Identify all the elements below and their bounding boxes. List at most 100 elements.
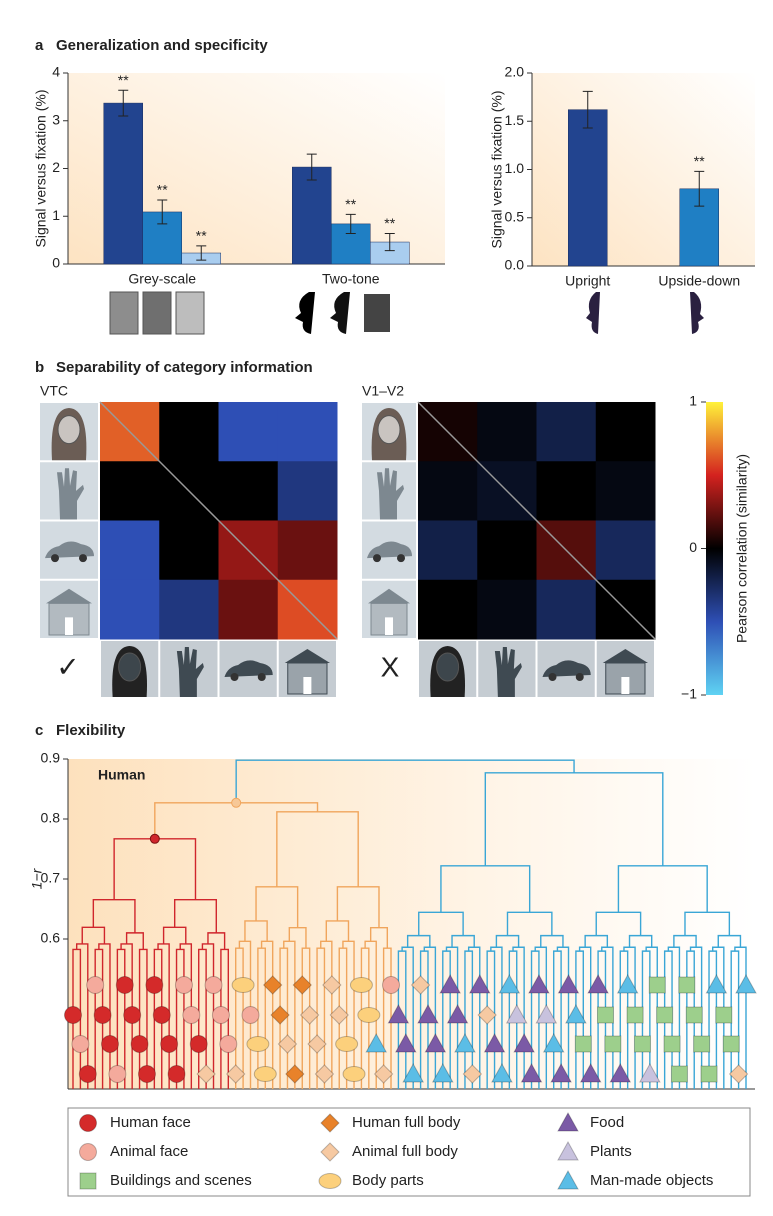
- y-tick-label: 0.8: [41, 810, 61, 826]
- leaf-marker: [373, 1064, 394, 1084]
- heatmap-cell: [477, 520, 537, 581]
- leaf-marker: [693, 1035, 711, 1053]
- branch: [138, 948, 148, 1089]
- car: [45, 541, 94, 559]
- branch: [288, 927, 307, 949]
- heatmap-cell: [100, 579, 160, 640]
- error-bar: [196, 245, 207, 261]
- heatmap-cell: [477, 579, 537, 640]
- verdict: X: [381, 651, 400, 682]
- y-tick-label: 1: [689, 393, 697, 409]
- wheel: [548, 673, 557, 681]
- error-bar: [384, 232, 395, 252]
- icon-house: [596, 641, 654, 697]
- leaf-marker: [182, 1006, 201, 1024]
- leaf-marker: [246, 1036, 270, 1052]
- x-tick-label: Grey-scale: [128, 271, 196, 287]
- leaf-marker: [387, 1003, 410, 1024]
- heatmap-cell: [595, 520, 656, 581]
- heatmap-cell: [159, 520, 219, 581]
- leaf-marker: [735, 973, 757, 994]
- leaf-marker: [335, 1036, 359, 1052]
- leaf-marker: [663, 1035, 681, 1053]
- head: [57, 415, 81, 445]
- leaf-marker: [299, 1005, 320, 1025]
- heatmap-cell: [536, 579, 597, 640]
- y-tick-label: 0.5: [505, 208, 525, 224]
- bar: [292, 166, 332, 265]
- y-axis-label: Signal versus fixation (%): [489, 91, 505, 249]
- leaf-marker: [670, 1065, 688, 1083]
- legend-marker: [557, 1169, 579, 1190]
- y-axis-label: 1−r: [29, 867, 45, 889]
- legend-marker: [79, 1114, 97, 1132]
- leaf-marker: [285, 1064, 305, 1084]
- wheel: [575, 673, 584, 681]
- leaf-marker: [609, 1062, 632, 1083]
- leaf-marker: [491, 1062, 513, 1083]
- branch: [283, 940, 296, 1089]
- leaf-marker: [596, 1006, 614, 1024]
- error-bar: [118, 89, 129, 117]
- legend-label: Human full body: [352, 1114, 461, 1131]
- y-tick-label: 4: [52, 64, 60, 80]
- icon-car: [40, 521, 98, 579]
- leaf-marker: [342, 1066, 366, 1082]
- heatmap-cell: [595, 402, 656, 462]
- leaf-marker: [685, 1006, 703, 1024]
- significance-label: **: [118, 72, 129, 88]
- leaf-marker: [616, 973, 639, 994]
- icon-face: [40, 403, 98, 461]
- branch: [467, 946, 481, 1089]
- leaf-marker: [626, 1006, 644, 1024]
- icon-hand: [362, 462, 416, 520]
- leaf-marker: [349, 977, 373, 993]
- thumbnail: [109, 291, 139, 335]
- y-tick-label: 2.0: [505, 64, 525, 80]
- panel-title: Generalization and specificity: [56, 37, 268, 54]
- heatmap-cell: [277, 402, 338, 462]
- panel-label: b: [35, 359, 44, 376]
- y-tick-label: −1: [681, 686, 697, 702]
- leaf-marker: [160, 1035, 179, 1053]
- heatmap-cell: [418, 461, 478, 521]
- leaf-marker: [468, 973, 491, 994]
- leaf-marker: [550, 1062, 572, 1083]
- door: [385, 617, 393, 635]
- colorbar-label: Pearson correlation (similarity): [734, 454, 750, 643]
- leaf-marker: [587, 973, 609, 994]
- x-tick-label: Upright: [565, 273, 610, 289]
- branch: [578, 946, 592, 1089]
- heatmap-cell: [277, 520, 338, 581]
- significance-label: **: [384, 215, 395, 231]
- leaf-marker: [204, 976, 223, 994]
- colorbar: [706, 402, 723, 695]
- leaf-marker: [382, 976, 401, 994]
- significance-label: **: [345, 196, 356, 212]
- legend-label: Body parts: [352, 1172, 424, 1189]
- heatmap-title: VTC: [40, 383, 68, 399]
- plot-background: [532, 73, 755, 266]
- roof: [368, 588, 410, 604]
- leaf-marker: [329, 1005, 349, 1025]
- leaf-marker: [394, 1032, 417, 1053]
- error-bar: [694, 170, 705, 207]
- leaf-marker: [189, 1035, 208, 1053]
- branch: [490, 946, 503, 1089]
- bar: [568, 109, 608, 267]
- join: [235, 759, 575, 803]
- wheel: [230, 673, 239, 681]
- hand: [494, 647, 522, 697]
- leaf-marker: [174, 976, 193, 994]
- icon-car: [537, 641, 595, 697]
- legend-label: Man-made objects: [590, 1172, 713, 1189]
- leaf-marker: [728, 1064, 749, 1084]
- leaf-marker: [528, 973, 550, 994]
- branch: [207, 932, 226, 950]
- branch: [401, 946, 414, 1089]
- y-tick-label: 0.6: [41, 930, 61, 946]
- leaf-marker: [137, 1065, 156, 1083]
- branch: [325, 920, 350, 942]
- x-tick-label: Upside-down: [658, 273, 740, 289]
- heatmap-cell: [159, 402, 219, 462]
